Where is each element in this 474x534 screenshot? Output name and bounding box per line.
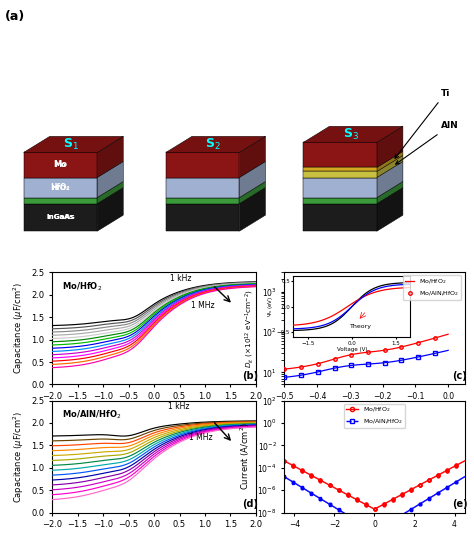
Polygon shape [239,182,265,203]
Polygon shape [239,136,265,177]
Polygon shape [239,161,265,198]
Polygon shape [303,177,377,198]
Text: InGaAs: InGaAs [46,215,74,221]
X-axis label: Voltage (V): Voltage (V) [129,407,179,415]
Polygon shape [97,136,123,177]
Polygon shape [97,161,123,198]
Polygon shape [377,127,403,168]
Y-axis label: $D_{it}$ ($\times 10^{12}$ eV$^{-1}$cm$^{-2}$): $D_{it}$ ($\times 10^{12}$ eV$^{-1}$cm$^… [244,289,256,368]
Y-axis label: Current (A/cm$^2$): Current (A/cm$^2$) [238,423,252,490]
Polygon shape [377,155,403,177]
Text: (a): (a) [5,10,25,23]
Text: Mo: Mo [55,162,66,168]
Text: Mo/AlN/HfO$_2$: Mo/AlN/HfO$_2$ [63,409,122,421]
Polygon shape [303,168,377,171]
Polygon shape [166,203,239,231]
Text: (e): (e) [452,499,467,509]
Text: 1 MHz: 1 MHz [189,433,212,442]
Y-axis label: Capacitance ($\mu$F/cm$^2$): Capacitance ($\mu$F/cm$^2$) [11,282,26,374]
Text: InGaAs: InGaAs [46,215,75,221]
Polygon shape [166,136,265,152]
Legend: Mo/HfO$_2$, Mo/AlN/HfO$_2$: Mo/HfO$_2$, Mo/AlN/HfO$_2$ [344,404,405,428]
Polygon shape [303,127,403,143]
Polygon shape [24,152,97,177]
Text: S$_2$: S$_2$ [205,137,221,152]
Polygon shape [166,152,239,177]
Text: 1 kHz: 1 kHz [168,403,190,412]
Text: AlN: AlN [396,121,458,164]
Polygon shape [97,187,123,231]
Text: S$_3$: S$_3$ [343,127,358,142]
Polygon shape [239,187,265,231]
Polygon shape [166,177,239,198]
Text: Ti: Ti [395,89,450,158]
Text: (b): (b) [242,371,258,381]
Text: 1 MHz: 1 MHz [191,301,214,310]
Text: 1 kHz: 1 kHz [170,274,192,284]
Polygon shape [303,198,377,203]
Polygon shape [166,198,239,203]
Y-axis label: Capacitance ($\mu$F/cm$^2$): Capacitance ($\mu$F/cm$^2$) [11,411,26,502]
Text: HfO₂: HfO₂ [52,185,69,191]
Polygon shape [377,152,403,171]
Text: (c): (c) [452,371,467,381]
Polygon shape [303,143,377,168]
Polygon shape [377,161,403,198]
Polygon shape [97,182,123,203]
Polygon shape [377,182,403,203]
Polygon shape [24,203,97,231]
Polygon shape [303,203,377,231]
Text: HfO₂: HfO₂ [51,183,70,192]
Text: (d): (d) [242,499,258,509]
X-axis label: $E_T$$-$$E_C$ (eV): $E_T$$-$$E_C$ (eV) [351,407,398,419]
Text: Mo: Mo [54,160,67,169]
Text: Mo/HfO$_2$: Mo/HfO$_2$ [63,280,102,293]
Text: S$_1$: S$_1$ [63,137,79,152]
Legend: Mo/HfO$_2$, Mo/AlN/HfO$_2$: Mo/HfO$_2$, Mo/AlN/HfO$_2$ [403,276,461,300]
Polygon shape [24,198,97,203]
Polygon shape [377,187,403,231]
Polygon shape [24,136,123,152]
Polygon shape [303,171,377,177]
Polygon shape [24,177,97,198]
